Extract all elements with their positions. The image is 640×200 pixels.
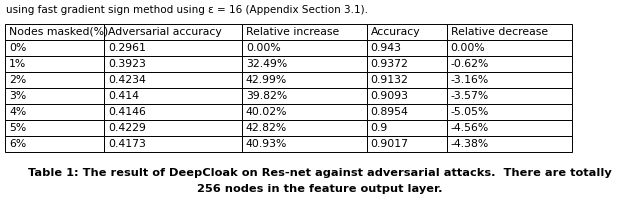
- Bar: [104, 40, 242, 56]
- Text: 40.02%: 40.02%: [246, 107, 287, 117]
- Text: 0.00%: 0.00%: [451, 43, 485, 53]
- Text: -4.56%: -4.56%: [451, 123, 489, 133]
- Bar: [5, 104, 104, 120]
- Text: 5%: 5%: [9, 123, 26, 133]
- Text: 0.9017: 0.9017: [371, 139, 408, 149]
- Text: 0.9132: 0.9132: [371, 75, 408, 85]
- Text: 0.9093: 0.9093: [371, 91, 408, 101]
- Text: 0.4234: 0.4234: [108, 75, 146, 85]
- Text: -5.05%: -5.05%: [451, 107, 489, 117]
- Bar: [447, 136, 572, 152]
- Text: 4%: 4%: [9, 107, 26, 117]
- Bar: [104, 72, 242, 88]
- Bar: [104, 104, 242, 120]
- Text: Accuracy: Accuracy: [371, 27, 420, 37]
- Text: 0%: 0%: [9, 43, 26, 53]
- Bar: [104, 56, 242, 72]
- Text: Nodes masked(%): Nodes masked(%): [9, 27, 108, 37]
- Text: 42.82%: 42.82%: [246, 123, 287, 133]
- Text: -4.38%: -4.38%: [451, 139, 489, 149]
- Text: Table 1: The result of DeepCloak on Res-net against adversarial attacks.  There : Table 1: The result of DeepCloak on Res-…: [28, 168, 612, 178]
- Bar: [447, 72, 572, 88]
- Text: 0.8954: 0.8954: [371, 107, 408, 117]
- Text: 0.9: 0.9: [371, 123, 388, 133]
- Text: 0.4229: 0.4229: [108, 123, 146, 133]
- Bar: [367, 72, 447, 88]
- Bar: [242, 120, 367, 136]
- Bar: [5, 88, 104, 104]
- Bar: [367, 104, 447, 120]
- Text: 0.4173: 0.4173: [108, 139, 146, 149]
- Bar: [447, 104, 572, 120]
- Bar: [242, 88, 367, 104]
- Bar: [5, 136, 104, 152]
- Text: 0.943: 0.943: [371, 43, 401, 53]
- Text: 2%: 2%: [9, 75, 26, 85]
- Bar: [242, 136, 367, 152]
- Bar: [447, 56, 572, 72]
- Bar: [104, 120, 242, 136]
- Text: Relative increase: Relative increase: [246, 27, 339, 37]
- Text: 1%: 1%: [9, 59, 26, 69]
- Text: Relative decrease: Relative decrease: [451, 27, 548, 37]
- Text: 39.82%: 39.82%: [246, 91, 287, 101]
- Text: 32.49%: 32.49%: [246, 59, 287, 69]
- Text: -3.16%: -3.16%: [451, 75, 489, 85]
- Text: 0.4146: 0.4146: [108, 107, 146, 117]
- Bar: [447, 24, 572, 40]
- Bar: [104, 88, 242, 104]
- Bar: [242, 40, 367, 56]
- Text: 0.2961: 0.2961: [108, 43, 146, 53]
- Text: 256 nodes in the feature output layer.: 256 nodes in the feature output layer.: [197, 184, 443, 194]
- Text: 6%: 6%: [9, 139, 26, 149]
- Text: 0.00%: 0.00%: [246, 43, 280, 53]
- Bar: [5, 72, 104, 88]
- Bar: [242, 72, 367, 88]
- Bar: [5, 40, 104, 56]
- Bar: [5, 24, 104, 40]
- Bar: [367, 24, 447, 40]
- Bar: [367, 40, 447, 56]
- Bar: [5, 56, 104, 72]
- Text: Adversarial accuracy: Adversarial accuracy: [108, 27, 222, 37]
- Bar: [367, 120, 447, 136]
- Bar: [104, 136, 242, 152]
- Text: 40.93%: 40.93%: [246, 139, 287, 149]
- Bar: [447, 88, 572, 104]
- Bar: [447, 40, 572, 56]
- Bar: [104, 24, 242, 40]
- Text: 3%: 3%: [9, 91, 26, 101]
- Bar: [242, 104, 367, 120]
- Bar: [242, 56, 367, 72]
- Text: using fast gradient sign method using ε = 16 (Appendix Section 3.1).: using fast gradient sign method using ε …: [6, 5, 369, 15]
- Text: 0.9372: 0.9372: [371, 59, 408, 69]
- Bar: [447, 120, 572, 136]
- Text: -3.57%: -3.57%: [451, 91, 489, 101]
- Bar: [367, 136, 447, 152]
- Bar: [5, 120, 104, 136]
- Bar: [367, 88, 447, 104]
- Text: 42.99%: 42.99%: [246, 75, 287, 85]
- Text: 0.3923: 0.3923: [108, 59, 146, 69]
- Bar: [242, 24, 367, 40]
- Bar: [367, 56, 447, 72]
- Text: 0.414: 0.414: [108, 91, 139, 101]
- Text: -0.62%: -0.62%: [451, 59, 489, 69]
